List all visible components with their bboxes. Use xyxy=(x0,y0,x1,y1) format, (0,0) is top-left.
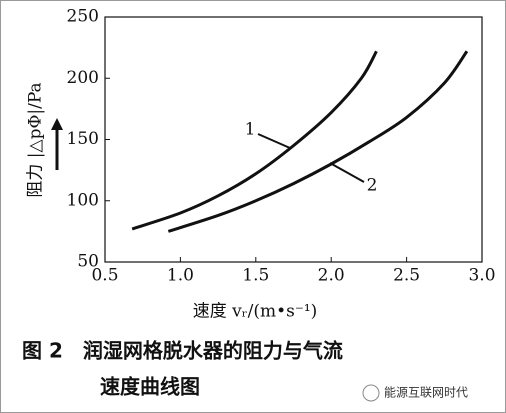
curve xyxy=(131,50,378,231)
x-tick-label: 0.5 xyxy=(91,266,118,286)
series-label: 2 xyxy=(367,176,378,196)
x-tick-label: 1.5 xyxy=(242,266,269,286)
x-tick-label: 2.0 xyxy=(318,266,345,286)
y-tick-label: 50 xyxy=(77,252,99,272)
caption-line: 图 2 润湿网格脱水器的阻力与气流 xyxy=(22,339,343,363)
y-tick-label: 250 xyxy=(67,7,99,27)
y-tick-label: 200 xyxy=(67,68,99,88)
caption-line: 速度曲线图 xyxy=(100,375,200,399)
y-tick-label: 150 xyxy=(67,129,99,149)
x-axis-label: 速度 vᵣ/(m•s⁻¹) xyxy=(193,302,318,322)
y-tick-label: 100 xyxy=(67,190,99,210)
leader-line xyxy=(257,133,291,149)
leader-line xyxy=(329,162,365,183)
plot-frame xyxy=(104,16,483,263)
y-axis-label: 阻力 |△pΦ|/Pa xyxy=(26,82,46,197)
x-tick-label: 2.5 xyxy=(393,266,420,286)
watermark-icon xyxy=(362,384,380,402)
y-arrow-head xyxy=(51,118,63,130)
watermark: 能源互联网时代 xyxy=(384,386,468,400)
curve xyxy=(167,50,469,233)
x-tick-label: 1.0 xyxy=(167,266,194,286)
x-tick-label: 3.0 xyxy=(468,266,495,286)
series-label: 1 xyxy=(245,120,256,140)
